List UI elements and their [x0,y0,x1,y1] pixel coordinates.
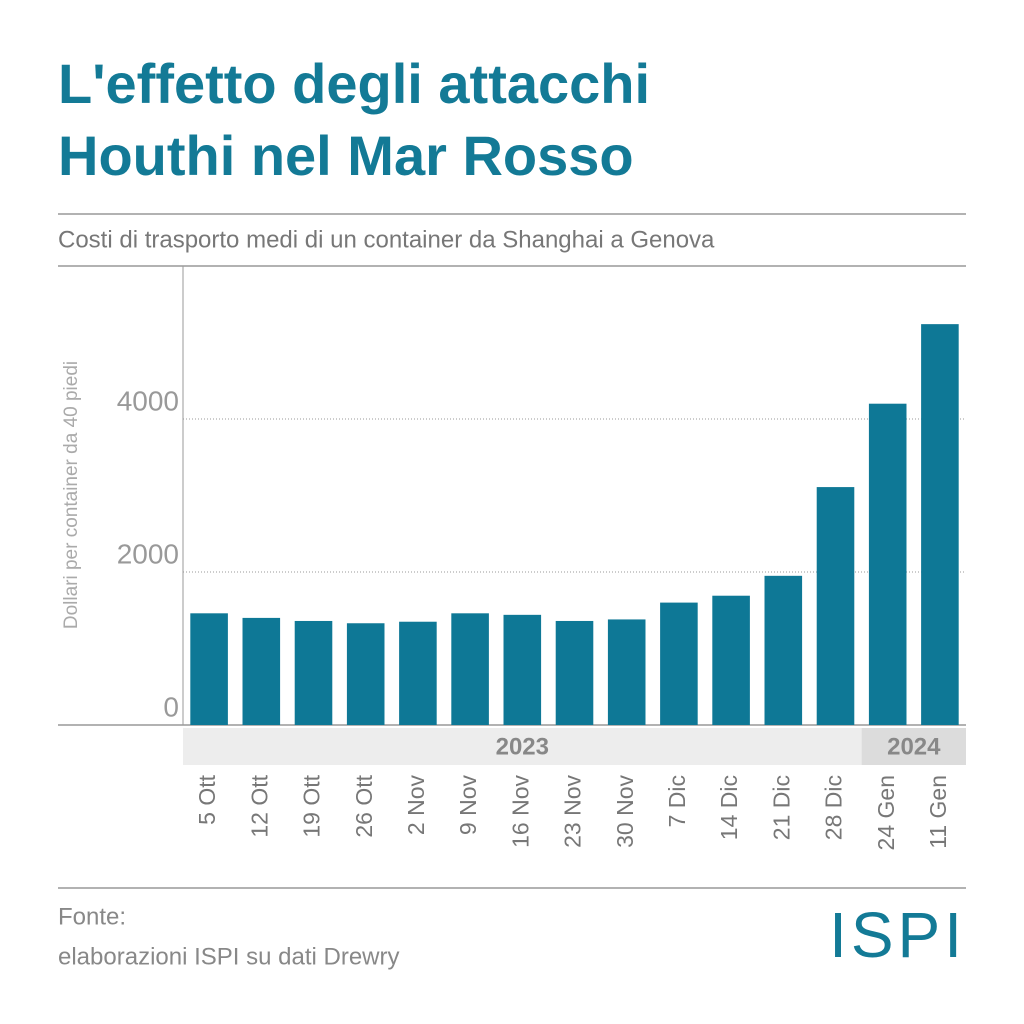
x-tick-label: 26 Ott [351,774,377,837]
year-label: 2024 [887,733,941,760]
bar [451,613,489,725]
x-tick-label: 23 Nov [560,775,586,848]
bar [555,620,594,725]
y-tick-label: 0 [163,691,179,722]
bar [190,613,228,725]
bar [607,619,646,725]
chart-title: Houthi nel Mar Rosso [58,124,634,187]
y-tick-label: 2000 [117,538,179,569]
subtitle: Costi di trasporto medi di un container … [58,226,715,253]
x-tick-label: 9 Nov [455,775,481,836]
bar [346,623,385,725]
bar [868,403,907,725]
bar [503,614,542,725]
year-band [861,728,966,765]
source: Fonte: [58,903,126,930]
bar [242,617,281,725]
chart-title: L'effetto degli attacchi [58,52,650,115]
x-tick-label: 12 Ott [246,774,272,837]
x-tick-label: 21 Dic [768,775,794,840]
bar [712,595,750,725]
y-tick-label: 4000 [117,385,179,416]
x-tick-label: 5 Ott [194,774,220,824]
y-axis-title: Dollari per container da 40 piedi [61,361,82,629]
bar [921,324,959,725]
x-tick-label: 14 Dic [716,775,742,840]
bar [294,620,333,725]
year-label: 2023 [496,733,549,760]
year-band [183,728,862,765]
bar [764,575,803,725]
x-tick-label: 19 Ott [299,774,325,837]
bar [399,621,437,725]
x-tick-label: 11 Gen [925,775,951,849]
x-tick-label: 7 Dic [664,775,690,827]
x-tick-label: 28 Dic [821,775,847,840]
x-tick-label: 24 Gen [873,775,899,850]
logo: ISPI [829,899,966,971]
x-tick-label: 2 Nov [403,775,429,836]
x-tick-label: 30 Nov [612,775,638,848]
bar [660,602,698,725]
source: elaborazioni ISPI su dati Drewry [58,943,399,970]
bar [816,487,855,725]
x-tick-label: 16 Nov [507,775,533,848]
